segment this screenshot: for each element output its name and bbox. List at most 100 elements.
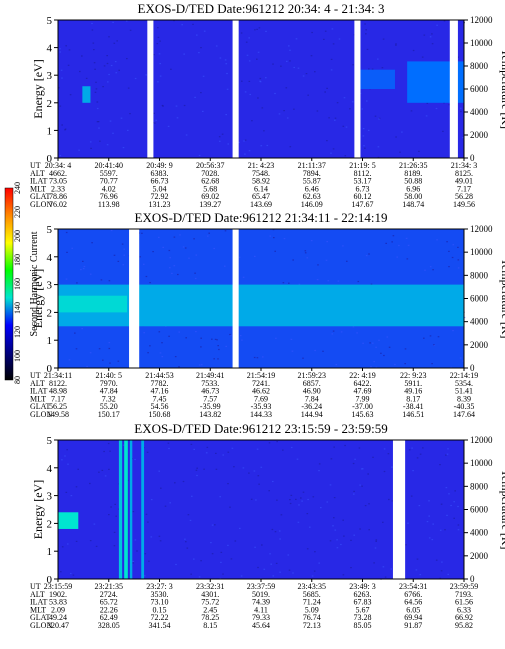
noise-speck [196,34,198,36]
info-cell: 8.15 [203,621,217,630]
info-cell: 2724. [100,590,118,599]
y2-axis-label: Temperature [K] [499,469,505,549]
noise-speck [208,232,210,234]
info-cell: 6.96 [406,184,420,193]
info-cell: 6766. [404,590,422,599]
noise-speck [168,249,171,252]
noise-speck [289,499,291,501]
noise-speck [436,24,438,26]
noise-speck [410,495,413,497]
noise-speck [442,130,444,132]
noise-speck [367,129,370,131]
noise-speck [373,361,375,363]
noise-speck [443,20,446,22]
noise-speck [248,60,251,62]
y-tick-label: 0 [47,363,53,375]
noise-speck [222,573,224,575]
noise-speck [106,144,109,146]
y-tick-label: 1 [47,335,53,347]
noise-speck [91,29,94,31]
noise-speck [217,345,219,347]
noise-speck [418,150,420,152]
noise-speck [65,231,68,234]
noise-speck [330,458,333,460]
info-cell: 22: 9:23 [400,371,426,380]
info-row-label: ALT [30,590,45,599]
noise-speck [102,86,104,88]
info-cell: 49.24 [49,613,67,622]
noise-speck [365,33,367,35]
noise-speck [425,115,428,117]
noise-speck [59,51,61,53]
noise-speck [168,447,170,450]
info-row-label: ILAT [30,598,47,607]
noise-speck [248,80,251,82]
noise-speck [435,107,438,110]
noise-speck [80,269,82,271]
noise-speck [316,279,319,281]
noise-speck [307,498,309,501]
noise-speck [361,108,363,110]
y-tick-label: 4 [47,463,53,475]
noise-speck [183,104,186,107]
noise-speck [446,453,449,455]
info-cell: 62.68 [201,177,219,186]
noise-speck [182,480,185,483]
noise-speck [229,506,231,508]
info-cell: 22: 4:19 [349,371,375,380]
noise-speck [448,266,450,268]
info-cell: -37.00 [352,402,373,411]
noise-speck [331,333,334,335]
y-axis-label: Energy [eV] [31,59,45,118]
noise-speck [450,366,452,368]
info-cell: 79.33 [252,613,270,622]
colorbar: 240 220 200 180 160 140 120 100 80 Second Harmoni… [4,182,40,384]
noise-speck [407,244,410,246]
noise-speck [81,55,83,57]
noise-speck [399,151,401,153]
noise-speck [241,80,243,82]
noise-speck [276,499,278,501]
noise-speck [107,81,109,83]
noise-speck [153,54,155,56]
noise-speck [431,43,434,45]
noise-speck [317,264,319,266]
info-cell: 73.05 [49,177,67,186]
info-cell: 49.01 [455,177,473,186]
noise-speck [378,118,380,120]
noise-speck [307,94,309,96]
noise-speck [357,280,360,283]
noise-speck [433,344,435,346]
noise-speck [213,358,215,360]
noise-speck [189,519,192,521]
info-cell: 60.12 [354,192,372,201]
noise-speck [244,91,247,93]
noise-speck [375,366,378,368]
noise-speck [144,553,147,555]
info-cell: 320.47 [47,621,69,630]
noise-speck [122,264,125,266]
noise-speck [439,529,442,531]
noise-speck [259,577,262,579]
noise-speck [220,551,223,553]
noise-speck [314,349,316,352]
info-cell: 6.73 [356,184,370,193]
noise-speck [283,110,285,112]
y2-tick-label: 6000 [470,505,489,515]
noise-speck [377,156,380,158]
info-row-label: ILAT [30,387,47,396]
noise-speck [416,457,419,459]
noise-speck [302,75,305,77]
noise-speck [318,463,321,465]
noise-speck [110,506,112,508]
noise-speck [439,464,441,466]
noise-speck [428,515,430,517]
noise-speck [343,97,346,99]
noise-speck [184,247,187,249]
noise-speck [230,335,232,337]
noise-speck [150,499,153,501]
noise-speck [171,272,173,274]
y2-axis-label: Temperature [K] [499,258,505,338]
y2-tick-label: 12000 [470,435,493,445]
noise-speck [60,69,63,71]
